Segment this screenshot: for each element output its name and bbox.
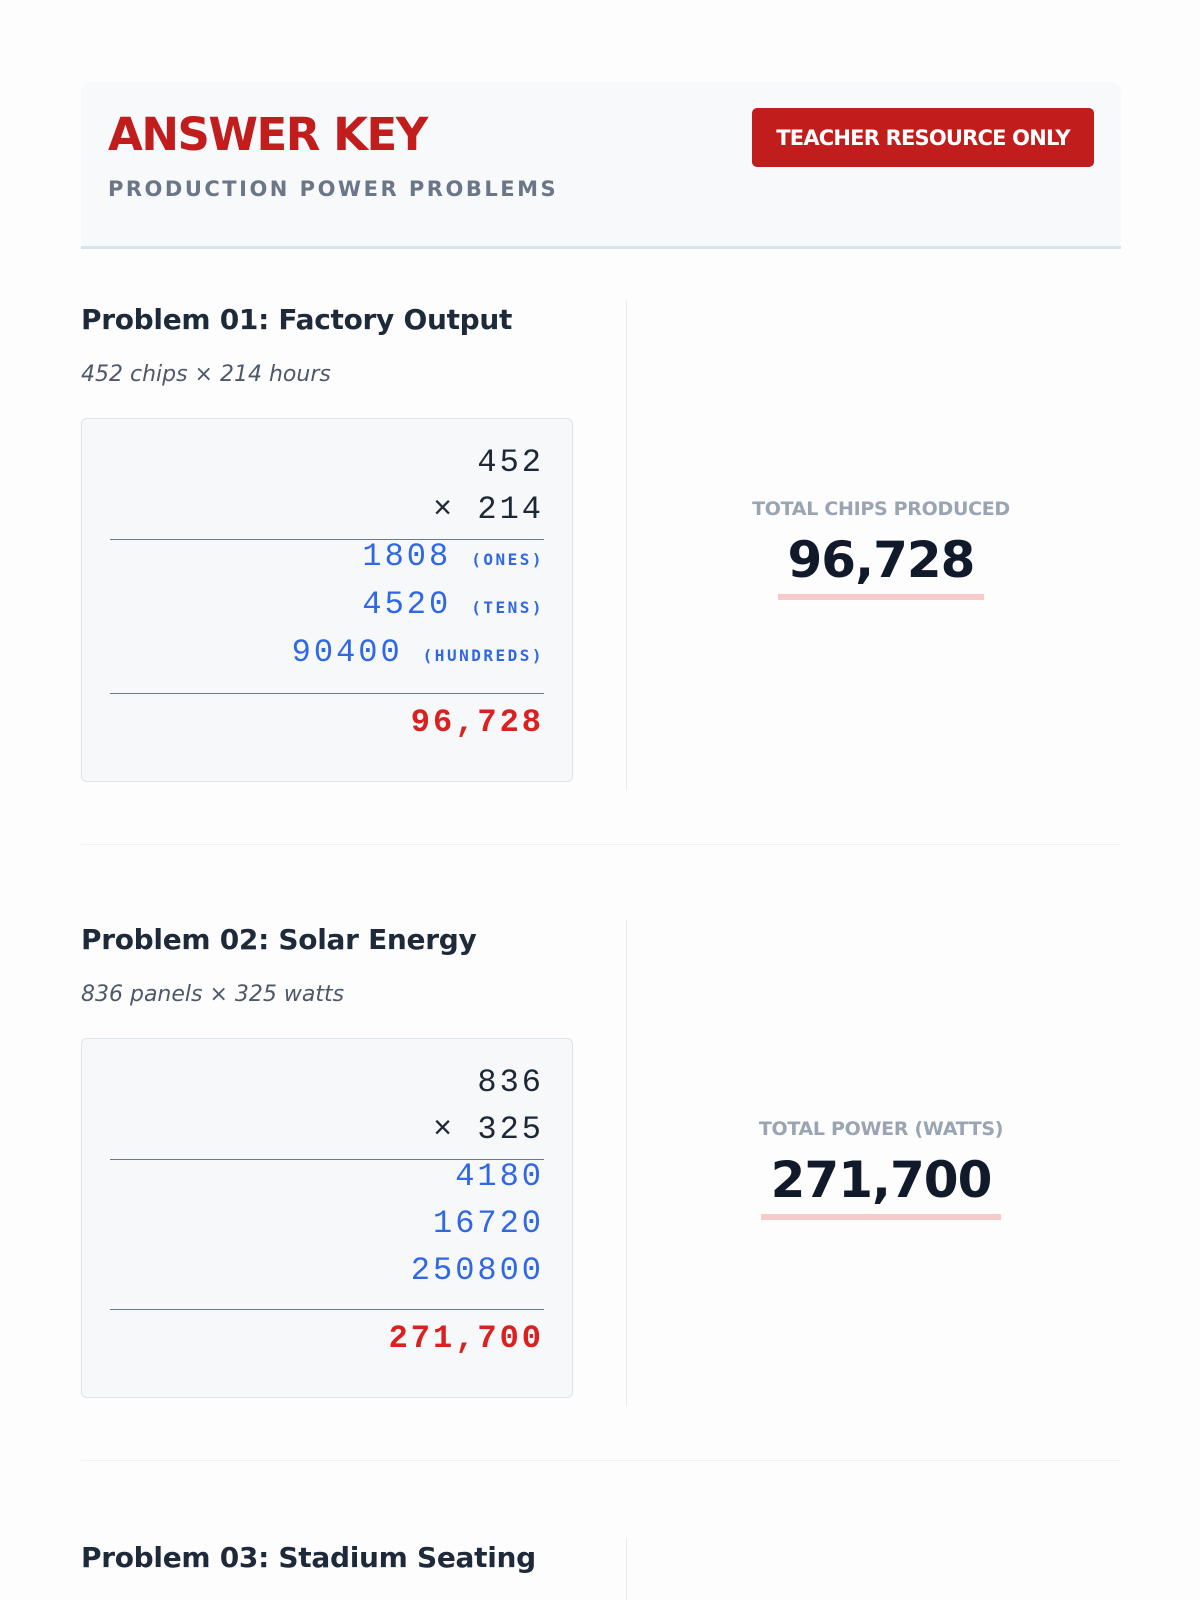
- sum-rule: [110, 693, 544, 694]
- sum-rule: [110, 1309, 544, 1310]
- product-rule: [110, 1159, 544, 1160]
- partial-product: 4180: [455, 1158, 544, 1195]
- problem-title: Problem 01: Factory Output: [81, 303, 513, 336]
- result-underline: 271,700: [760, 1151, 1002, 1220]
- worked-solution: 452 × 214 1808 (ONES) 4520 (TENS) 90400 (HU…: [81, 418, 573, 782]
- result-panel: TOTAL POWER (WATTS) 271,700: [681, 1118, 1081, 1220]
- multiplicand: 452: [477, 444, 544, 481]
- partial-product-value: 4520: [362, 586, 452, 623]
- result-underline: 96,728: [777, 531, 985, 600]
- problem-card: Problem 01: Factory Output 452 chips × 2…: [81, 300, 1121, 790]
- multiplier: × 325: [432, 1111, 544, 1148]
- page-subtitle: PRODUCTION POWER PROBLEMS: [108, 177, 559, 201]
- section-divider: [81, 844, 1121, 845]
- partial-product: 250800: [410, 1252, 544, 1289]
- result-value: 271,700: [770, 1151, 993, 1209]
- partial-product: 1808 (ONES): [362, 537, 544, 580]
- header-banner: ANSWER KEY PRODUCTION POWER PROBLEMS TEA…: [81, 81, 1121, 249]
- column-divider: [626, 920, 627, 1406]
- multiplicand: 836: [477, 1064, 544, 1101]
- multiplier: × 214: [432, 491, 544, 528]
- partial-product: 90400 (HUNDREDS): [292, 633, 544, 676]
- result-label: TOTAL POWER (WATTS): [758, 1118, 1004, 1140]
- column-divider: [626, 300, 627, 790]
- partial-product-value: 90400: [291, 634, 403, 671]
- partial-product: 16720: [432, 1205, 544, 1242]
- problem-card: Problem 03: Stadium Seating: [81, 1538, 1121, 1600]
- teacher-resource-badge: TEACHER RESOURCE ONLY: [752, 108, 1094, 167]
- result-panel: TOTAL CHIPS PRODUCED 96,728: [681, 498, 1081, 600]
- column-divider: [626, 1538, 627, 1600]
- final-answer: 96,728: [410, 704, 544, 741]
- section-divider: [81, 1460, 1121, 1461]
- problem-title: Problem 03: Stadium Seating: [81, 1541, 536, 1574]
- page-title: ANSWER KEY: [108, 108, 428, 161]
- partial-product-value: 1808: [362, 538, 452, 575]
- product-rule: [110, 539, 544, 540]
- result-label: TOTAL CHIPS PRODUCED: [752, 498, 1010, 520]
- final-answer: 271,700: [388, 1320, 544, 1357]
- place-value-tag: (TENS): [471, 598, 544, 617]
- problem-description: 836 panels × 325 watts: [81, 982, 345, 1007]
- place-value-tag: (ONES): [471, 550, 544, 569]
- result-value: 96,728: [787, 531, 976, 589]
- worked-solution: 836 × 325 4180 16720 250800 271,700: [81, 1038, 573, 1398]
- problem-title: Problem 02: Solar Energy: [81, 923, 477, 956]
- partial-product: 4520 (TENS): [362, 585, 544, 628]
- problem-description: 452 chips × 214 hours: [81, 362, 331, 387]
- place-value-tag: (HUNDREDS): [422, 646, 544, 665]
- problem-card: Problem 02: Solar Energy 836 panels × 32…: [81, 920, 1121, 1406]
